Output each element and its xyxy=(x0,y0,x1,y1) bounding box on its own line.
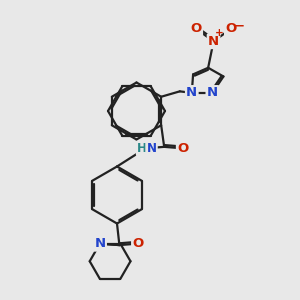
Text: N: N xyxy=(207,86,218,99)
Text: N: N xyxy=(186,86,197,99)
Text: O: O xyxy=(190,22,202,35)
Text: O: O xyxy=(225,22,237,35)
Text: N: N xyxy=(147,142,157,155)
Text: −: − xyxy=(233,20,244,33)
Text: N: N xyxy=(94,237,106,250)
Text: H: H xyxy=(137,142,147,155)
Text: N: N xyxy=(94,237,106,250)
Text: N: N xyxy=(208,35,219,48)
Text: O: O xyxy=(177,142,188,155)
Text: +: + xyxy=(215,28,224,38)
Text: O: O xyxy=(132,237,144,250)
